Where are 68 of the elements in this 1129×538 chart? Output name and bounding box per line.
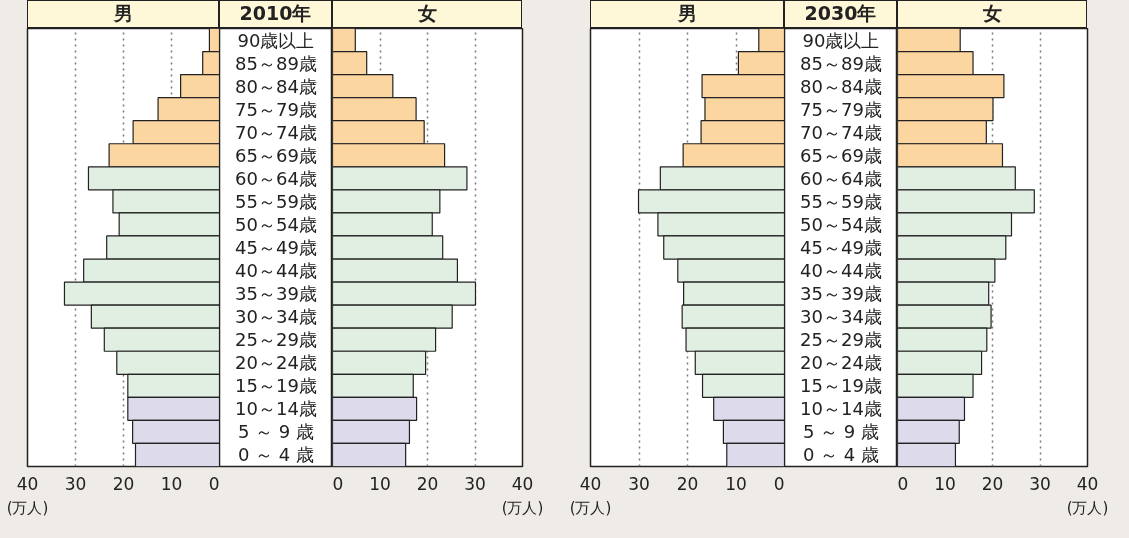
x-tick-label: 40 — [16, 473, 39, 494]
x-tick-label: 0 — [773, 473, 785, 494]
y-tick-label: 5 ～ 9 歳 — [802, 421, 880, 443]
y-tick-label: 15～19歳 — [235, 375, 317, 397]
x-axis-title: (万人) — [1066, 498, 1109, 517]
y-tick-label: 90歳以上 — [802, 29, 880, 51]
y-tick-label: 35～39歳 — [800, 283, 882, 305]
text: 2030年 — [804, 1, 877, 26]
x-tick-label: 40 — [511, 473, 534, 494]
x-axis-title: (万人) — [6, 498, 49, 517]
x-tick-label: 30 — [1029, 473, 1051, 494]
x-axis-title: (万人) — [569, 498, 612, 517]
y-tick-label: 85～89歳 — [800, 52, 882, 74]
x-axis-title: (万人) — [501, 498, 544, 517]
y-tick-label: 5 ～ 9 歳 — [237, 421, 315, 443]
x-tick-label: 10 — [934, 473, 956, 494]
y-tick-label: 35～39歳 — [235, 283, 317, 305]
x-tick-label: 0 — [897, 473, 909, 494]
y-tick-label: 50～54歳 — [800, 213, 882, 235]
y-tick-label: 10～14歳 — [235, 398, 317, 420]
y-tick-label: 15～19歳 — [800, 375, 882, 397]
y-tick-label: 65～69歳 — [800, 144, 882, 166]
y-tick-label: 30～34歳 — [235, 306, 317, 328]
x-tick-label: 20 — [112, 473, 135, 494]
y-tick-label: 20～24歳 — [800, 352, 882, 374]
y-tick-label: 70～74歳 — [235, 121, 317, 143]
y-tick-label: 70～74歳 — [800, 121, 882, 143]
x-tick-label: 30 — [628, 473, 650, 494]
y-tick-label: 65～69歳 — [235, 144, 317, 166]
x-tick-label: 10 — [369, 473, 391, 494]
y-tick-label: 45～49歳 — [235, 237, 317, 258]
y-tick-label: 0 ～ 4 歳 — [237, 444, 315, 466]
x-tick-label: 40 — [1076, 473, 1099, 494]
y-tick-label: 80～84歳 — [800, 75, 882, 97]
y-tick-label: 75～79歳 — [235, 98, 317, 120]
x-tick-label: 30 — [464, 473, 486, 494]
y-tick-label: 55～59歳 — [800, 190, 882, 212]
y-tick-label: 85～89歳 — [235, 52, 317, 74]
y-tick-label: 40～44歳 — [235, 260, 317, 282]
x-tick-label: 40 — [579, 473, 602, 494]
x-tick-label: 20 — [676, 473, 699, 494]
x-tick-label: 10 — [160, 473, 183, 494]
x-tick-label: 0 — [208, 473, 220, 494]
x-tick-label: 30 — [64, 473, 87, 494]
y-tick-label: 40～44歳 — [800, 260, 882, 282]
chart-title: 男 — [113, 1, 133, 26]
y-tick-label: 75～79歳 — [800, 98, 882, 120]
y-tick-label: 55～59歳 — [235, 190, 317, 212]
y-tick-label: 25～29歳 — [235, 329, 317, 351]
chart-title: 女 — [417, 1, 437, 26]
x-tick-label: 10 — [725, 473, 747, 494]
x-tick-label: 20 — [981, 473, 1004, 494]
y-tick-label: 45～49歳 — [800, 237, 882, 258]
y-tick-label: 80～84歳 — [235, 75, 317, 97]
y-tick-label: 60～64歳 — [235, 167, 317, 189]
x-tick-label: 20 — [416, 473, 439, 494]
y-tick-label: 25～29歳 — [800, 329, 882, 351]
text: 2010年 — [239, 1, 312, 26]
y-tick-label: 90歳以上 — [237, 29, 315, 51]
y-tick-label: 30～34歳 — [800, 306, 882, 328]
x-tick-label: 0 — [332, 473, 344, 494]
y-tick-label: 0 ～ 4 歳 — [802, 444, 880, 466]
y-tick-label: 20～24歳 — [235, 352, 317, 374]
chart-title: 女 — [982, 1, 1002, 26]
y-tick-label: 50～54歳 — [235, 213, 317, 235]
y-tick-label: 10～14歳 — [800, 398, 882, 420]
y-tick-label: 60～64歳 — [800, 167, 882, 189]
chart-title: 男 — [677, 1, 697, 26]
